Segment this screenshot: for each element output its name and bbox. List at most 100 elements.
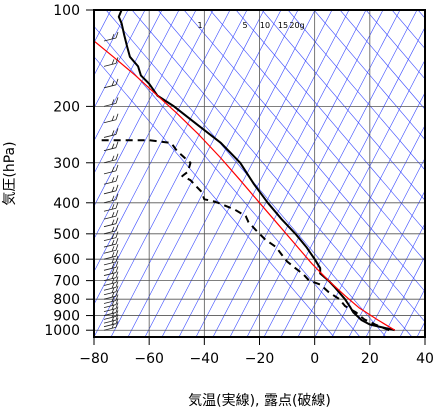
isotherm-line	[399, 288, 425, 337]
wind-barb	[103, 237, 119, 248]
wind-barb	[103, 202, 119, 212]
wind-barb	[103, 97, 119, 107]
wind-barb	[103, 224, 119, 235]
isotherm-line	[382, 255, 425, 337]
wind-barb	[103, 281, 119, 291]
isotherm-line	[280, 59, 425, 337]
mixing-ratio-label: 15	[278, 21, 288, 30]
wind-barb	[103, 153, 119, 164]
dewpoint-line	[99, 139, 390, 332]
y-tick-label: 800	[53, 292, 80, 308]
x-tick-label: 40	[416, 351, 434, 367]
isotherm-line	[94, 10, 129, 77]
adiabat-line	[94, 25, 361, 337]
x-tick-label: −40	[190, 351, 220, 367]
wind-barb	[103, 128, 119, 138]
wind-barb	[103, 294, 119, 304]
adiabat-line	[339, 10, 425, 110]
isotherm-line	[94, 10, 180, 175]
y-tick-label: 300	[53, 156, 80, 172]
y-tick-label: 1000	[44, 323, 80, 339]
isotherm-line	[365, 222, 425, 337]
series-layer	[94, 10, 396, 332]
adiabat-line	[235, 10, 425, 232]
isotherm-line	[94, 10, 265, 337]
y-tick-label: 600	[53, 252, 80, 268]
wind-barb	[103, 231, 119, 241]
y-tick-label: 100	[53, 3, 80, 19]
isotherm-line	[94, 10, 214, 240]
wind-barb	[103, 290, 119, 300]
wind-barb	[103, 193, 119, 204]
parcel-line	[94, 40, 396, 331]
wind-barb	[103, 276, 119, 286]
isotherm-line	[94, 10, 248, 305]
y-tick-label: 500	[53, 227, 80, 243]
adiabat-line	[417, 10, 425, 19]
wind-barb	[103, 261, 119, 271]
isotherm-line	[94, 10, 197, 207]
wind-barb	[103, 175, 119, 185]
y-axis-label: 気圧(hPa)	[2, 141, 18, 205]
isotherm-line	[195, 10, 367, 337]
mixing-ratio-label: 10	[260, 21, 270, 30]
isotherm-line	[144, 10, 316, 337]
wind-barb	[103, 266, 119, 276]
wind-barb	[103, 78, 119, 89]
adiabat-line	[183, 10, 425, 292]
adiabat-line	[209, 10, 425, 262]
wind-barb	[103, 31, 119, 42]
isotherm-line	[263, 26, 425, 337]
y-tick-label: 400	[53, 196, 80, 212]
adiabat-line	[261, 10, 425, 201]
isotherm-line	[94, 10, 231, 273]
isotherm-line	[246, 10, 418, 337]
wind-barb	[103, 164, 119, 175]
wind-barb	[103, 141, 119, 152]
y-tick-label: 200	[53, 99, 80, 115]
x-tick-label: 0	[310, 351, 319, 367]
isotherm-line	[110, 10, 282, 337]
isotherm-line	[94, 10, 146, 109]
y-tick-label: 900	[53, 309, 80, 325]
wind-barb	[103, 210, 119, 220]
temperature-line	[117, 10, 395, 332]
mixing-ratio-label: 20g	[289, 21, 304, 30]
isotherm-line	[314, 124, 425, 337]
x-axis-label: 気温(実線), 露点(破線)	[188, 393, 331, 409]
mixing-ratio-label: 1	[197, 21, 202, 30]
wind-barb	[103, 57, 119, 67]
x-tick-label: 20	[361, 351, 379, 367]
x-tick-label: −60	[134, 351, 164, 367]
adiabat-line	[365, 10, 425, 80]
adiabat-line	[157, 10, 425, 323]
wind-barbs	[103, 31, 119, 331]
adiabat-line	[287, 10, 425, 171]
isotherm-line	[297, 92, 425, 337]
wind-barb	[103, 244, 119, 254]
mixing-ratio-label: 5	[242, 21, 247, 30]
x-tick-label: −80	[79, 351, 109, 367]
grid-layer	[94, 10, 425, 337]
wind-barb	[103, 255, 119, 266]
isotherm-line	[348, 190, 425, 337]
isotherm-line	[331, 157, 425, 337]
mixing-ratio-labels: 1 5 10 15 20g	[197, 21, 304, 30]
adiabat-line	[313, 10, 425, 141]
adiabat-line	[131, 10, 413, 337]
adiabat-line	[94, 56, 335, 337]
y-tick-label: 700	[53, 274, 80, 290]
wind-barb	[103, 113, 119, 124]
wind-barb	[103, 217, 119, 228]
wind-barb	[103, 184, 119, 195]
isotherm-line	[178, 10, 350, 337]
wind-barb	[103, 250, 119, 260]
isotherm-line	[127, 10, 299, 337]
isotherm-line	[94, 10, 163, 142]
wind-barb	[103, 271, 119, 282]
adiabat-line	[391, 10, 425, 50]
wind-barb	[103, 285, 119, 296]
x-tick-label: −20	[245, 351, 275, 367]
